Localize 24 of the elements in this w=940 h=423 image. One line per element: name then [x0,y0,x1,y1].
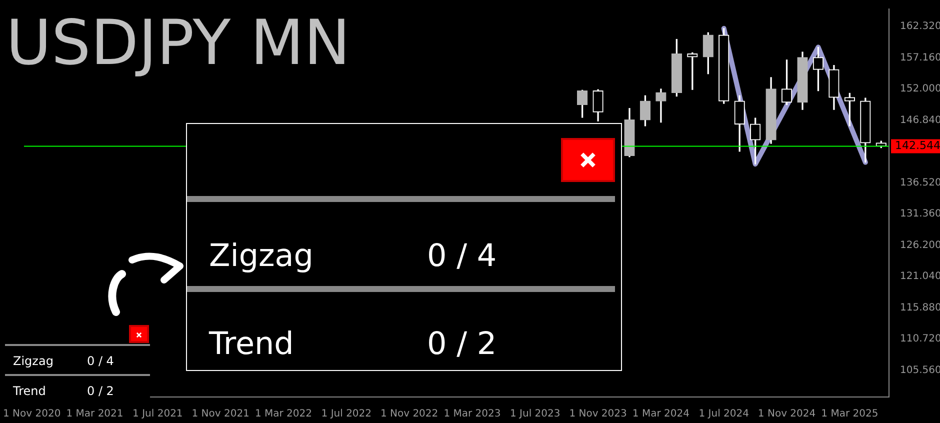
annotation: Trend [13,384,46,398]
annotation: 0 / 2 [87,384,114,398]
x-tick-label: 1 Mar 2022 [254,408,312,420]
annotation: 0 / 4 [87,354,114,368]
x-tick-label: 1 Nov 2022 [380,408,438,420]
x-tick-label: 1 Jul 2024 [698,408,749,420]
x-tick-label: 1 Nov 2020 [3,408,61,420]
annotation: Zigzag [13,354,54,368]
annotation: Trend [209,326,294,362]
x-tick-label: 1 Nov 2024 [758,408,816,420]
x-tick-label: 1 Jul 2023 [510,408,560,420]
x-tick-label: 1 Nov 2021 [192,408,250,420]
x-tick-label: 1 Mar 2023 [444,408,501,420]
annotation: 0 / 4 [427,238,497,274]
x-tick-label: 1 Jul 2022 [321,408,372,420]
chart-title: USDJPY MN [6,6,350,79]
annotation: Zigzag [209,238,314,274]
x-tick-label: 1 Mar 2024 [632,408,690,420]
x-tick-label: 1 Mar 2025 [821,408,878,420]
x-tick-label: 1 Jul 2021 [132,408,183,420]
ref-line-label: 142.544 [895,139,940,152]
x-tick-label: 1 Nov 2023 [569,408,627,420]
annotation: 0 / 2 [427,326,497,362]
x-tick-label: 1 Mar 2021 [66,408,124,420]
